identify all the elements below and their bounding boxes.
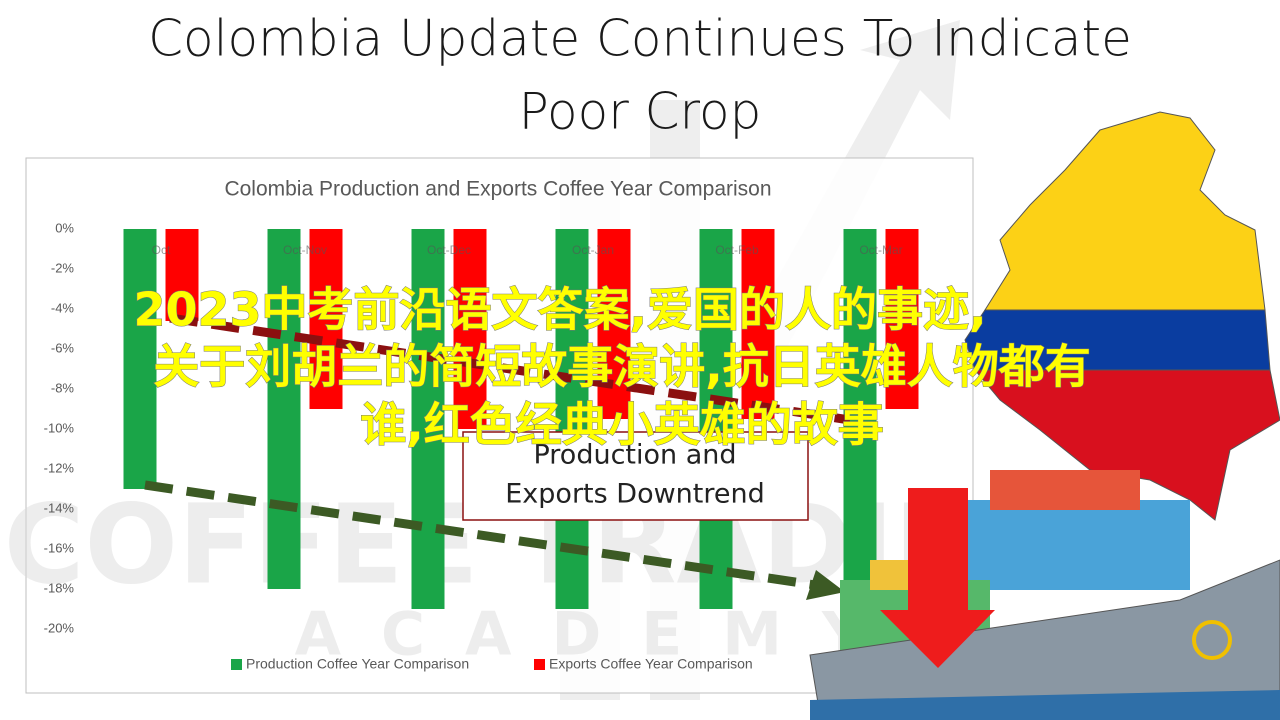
annotation: Production and [533, 440, 736, 471]
y-tick-label: -4% [51, 300, 75, 315]
y-tick-label: -12% [44, 460, 75, 475]
map-yellow [984, 111, 1266, 311]
chart-title: Colombia Production and Exports Coffee Y… [224, 178, 771, 201]
production-trend-arrow [144, 480, 816, 590]
overlay-text: 2023中考前沿语文答案,爱国的人的事迹, [134, 283, 987, 337]
x-tick-label: Oct-Feb [715, 243, 759, 257]
x-tick-label: Oct [152, 243, 171, 257]
y-tick-label: -16% [44, 540, 75, 555]
water [810, 690, 1280, 720]
bar [165, 229, 199, 321]
x-tick-label: Oct-Jan [572, 243, 614, 257]
bar [885, 229, 919, 409]
y-tick-label: 0% [55, 220, 74, 235]
bar [123, 229, 157, 489]
y-tick-label: -18% [44, 580, 75, 595]
y-tick-label: -10% [44, 420, 75, 435]
annotation: Exports Downtrend [505, 479, 765, 510]
colombia-map [964, 111, 1280, 521]
containers [990, 470, 1140, 510]
bar [309, 229, 343, 409]
y-tick-label: -8% [51, 380, 75, 395]
legend-label: Production Coffee Year Comparison [246, 656, 469, 672]
plot: 0% -2% -4% -6% -8% -10% -12% -14% -16% -18% -20% Oc… [44, 220, 919, 672]
x-tick-label: Oct-Dec [427, 243, 471, 257]
x-tick-label: Oct-Mar [859, 243, 902, 257]
legend-swatch [534, 659, 545, 670]
slide-title: Colombia Update Continues To Indicate [148, 10, 1132, 68]
annotation-box [462, 431, 809, 521]
down-arrow [880, 488, 995, 668]
overlay-text: 谁,红色经典小英雄的故事 [360, 398, 883, 452]
bar [411, 229, 445, 609]
bar [453, 229, 487, 429]
bar [699, 229, 733, 609]
x-tick-label: Oct-Nov [283, 243, 327, 257]
trend-arrows [144, 313, 851, 600]
anchor-icon [1192, 620, 1232, 660]
bar [741, 229, 775, 419]
watermark: ACADEMY [295, 600, 906, 670]
y-tick-label: -2% [51, 260, 75, 275]
bar [843, 229, 877, 589]
y-tick-label: -20% [44, 620, 75, 635]
bar [267, 229, 301, 589]
overlay-text: 关于刘胡兰的简短故事演讲,抗日英雄人物都有 [153, 340, 1090, 394]
arrow-head [806, 570, 845, 600]
y-tick-label: -6% [51, 340, 75, 355]
slide-title: Poor Crop [519, 83, 762, 141]
legend-label: Exports Coffee Year Comparison [549, 656, 753, 672]
containers [960, 500, 1190, 590]
exports-trend-arrow [169, 313, 851, 425]
legend-swatch [231, 659, 242, 670]
y-tick-label: -14% [44, 500, 75, 515]
